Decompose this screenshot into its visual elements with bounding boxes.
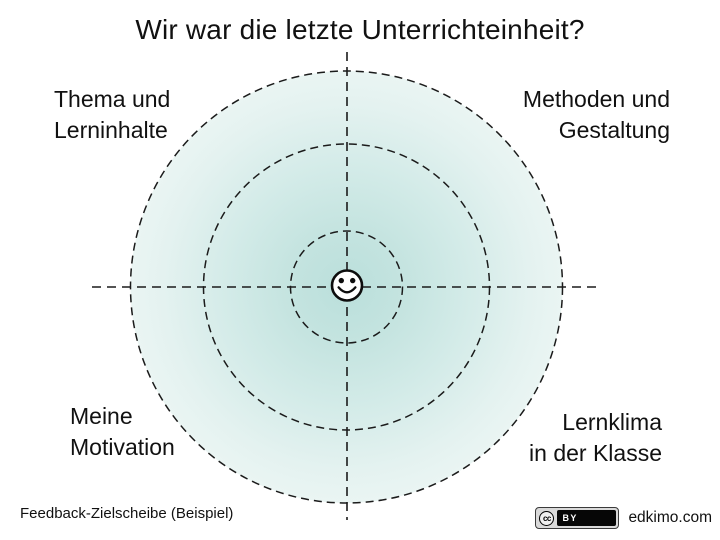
page-title: Wir war die letzte Unterrichteinheit? <box>135 14 585 45</box>
label-line: in der Klasse <box>529 440 662 466</box>
label-methoden-und-gestaltung: Methoden und Gestaltung <box>523 84 670 146</box>
label-meine-motivation: Meine Motivation <box>70 401 175 463</box>
label-line: Lerninhalte <box>54 117 168 143</box>
label-line: Lernklima <box>562 409 662 435</box>
label-line: Motivation <box>70 434 175 460</box>
label-line: Gestaltung <box>558 117 670 143</box>
label-line: Meine <box>70 403 133 429</box>
footer-caption: Feedback-Zielscheibe (Beispiel) <box>20 505 234 522</box>
label-thema-und-lerninhalte: Thema und Lerninhalte <box>54 84 170 146</box>
label-lernklima-in-der-klasse: Lernklima in der Klasse <box>529 407 662 469</box>
label-line: Thema und <box>54 86 171 112</box>
cc-logo-icon: cc <box>539 510 555 526</box>
smiley-icon <box>330 269 364 302</box>
website-label: edkimo.com <box>628 509 712 526</box>
footer-right-group: cc BY edkimo.com <box>535 507 712 529</box>
cc-by-license-badge: cc BY <box>535 507 620 529</box>
label-line: Methoden und <box>522 86 670 112</box>
cc-by-label: BY <box>557 510 617 526</box>
